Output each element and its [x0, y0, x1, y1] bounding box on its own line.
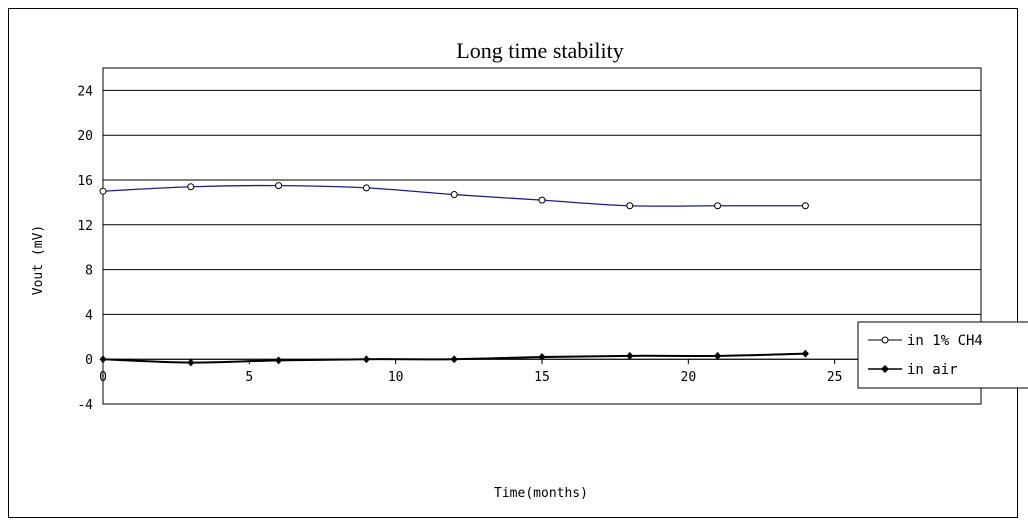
data-point-ch4 [450, 191, 458, 199]
data-point-air [275, 356, 283, 365]
plot-area [102, 67, 982, 405]
chart-title: Long time stability [456, 38, 623, 63]
y-tick-label: 0 [85, 353, 93, 368]
data-point-air [99, 355, 107, 364]
x-tick-label: 20 [681, 370, 697, 385]
legend: in 1% CH4 in air [857, 321, 1028, 389]
y-tick-labels: -4 0 4 8 12 16 20 24 [77, 84, 93, 413]
x-tick-label: 5 [245, 370, 253, 385]
data-point-ch4 [626, 202, 634, 210]
data-point-air [187, 358, 195, 367]
data-point-ch4 [538, 196, 546, 204]
x-tick-label: 15 [534, 370, 550, 385]
y-tick-label: 24 [77, 84, 93, 99]
data-point-ch4 [362, 184, 370, 192]
y-tick-label: 20 [77, 129, 93, 144]
y-tick-label: 8 [85, 264, 93, 279]
x-axis-label: Time(months) [494, 486, 588, 501]
x-tick-label: 10 [388, 370, 404, 385]
y-axis-label: Vout (mV) [31, 225, 46, 295]
legend-box [857, 321, 1028, 389]
data-point-air [801, 349, 809, 358]
legend-marker-air [881, 365, 889, 373]
legend-marker-ch4 [881, 336, 889, 344]
x-tick-label: 0 [99, 370, 107, 385]
data-point-air [626, 351, 634, 360]
series-group [99, 182, 809, 367]
data-point-air [714, 351, 722, 360]
data-point-air [362, 355, 370, 364]
data-point-ch4 [714, 202, 722, 210]
y-tick-label: 16 [77, 174, 93, 189]
data-point-air [450, 355, 458, 364]
y-tick-label: 12 [77, 219, 93, 234]
data-point-ch4 [187, 183, 195, 191]
y-tick-label: -4 [77, 398, 93, 413]
data-point-ch4 [275, 182, 283, 190]
data-point-air [538, 352, 546, 361]
x-tick-label: 25 [827, 370, 843, 385]
legend-label-air: in air [907, 362, 958, 378]
data-point-ch4 [99, 187, 107, 195]
y-tick-label: 4 [85, 308, 93, 323]
data-point-ch4 [801, 202, 809, 210]
legend-label-ch4: in 1% CH4 [907, 333, 983, 349]
